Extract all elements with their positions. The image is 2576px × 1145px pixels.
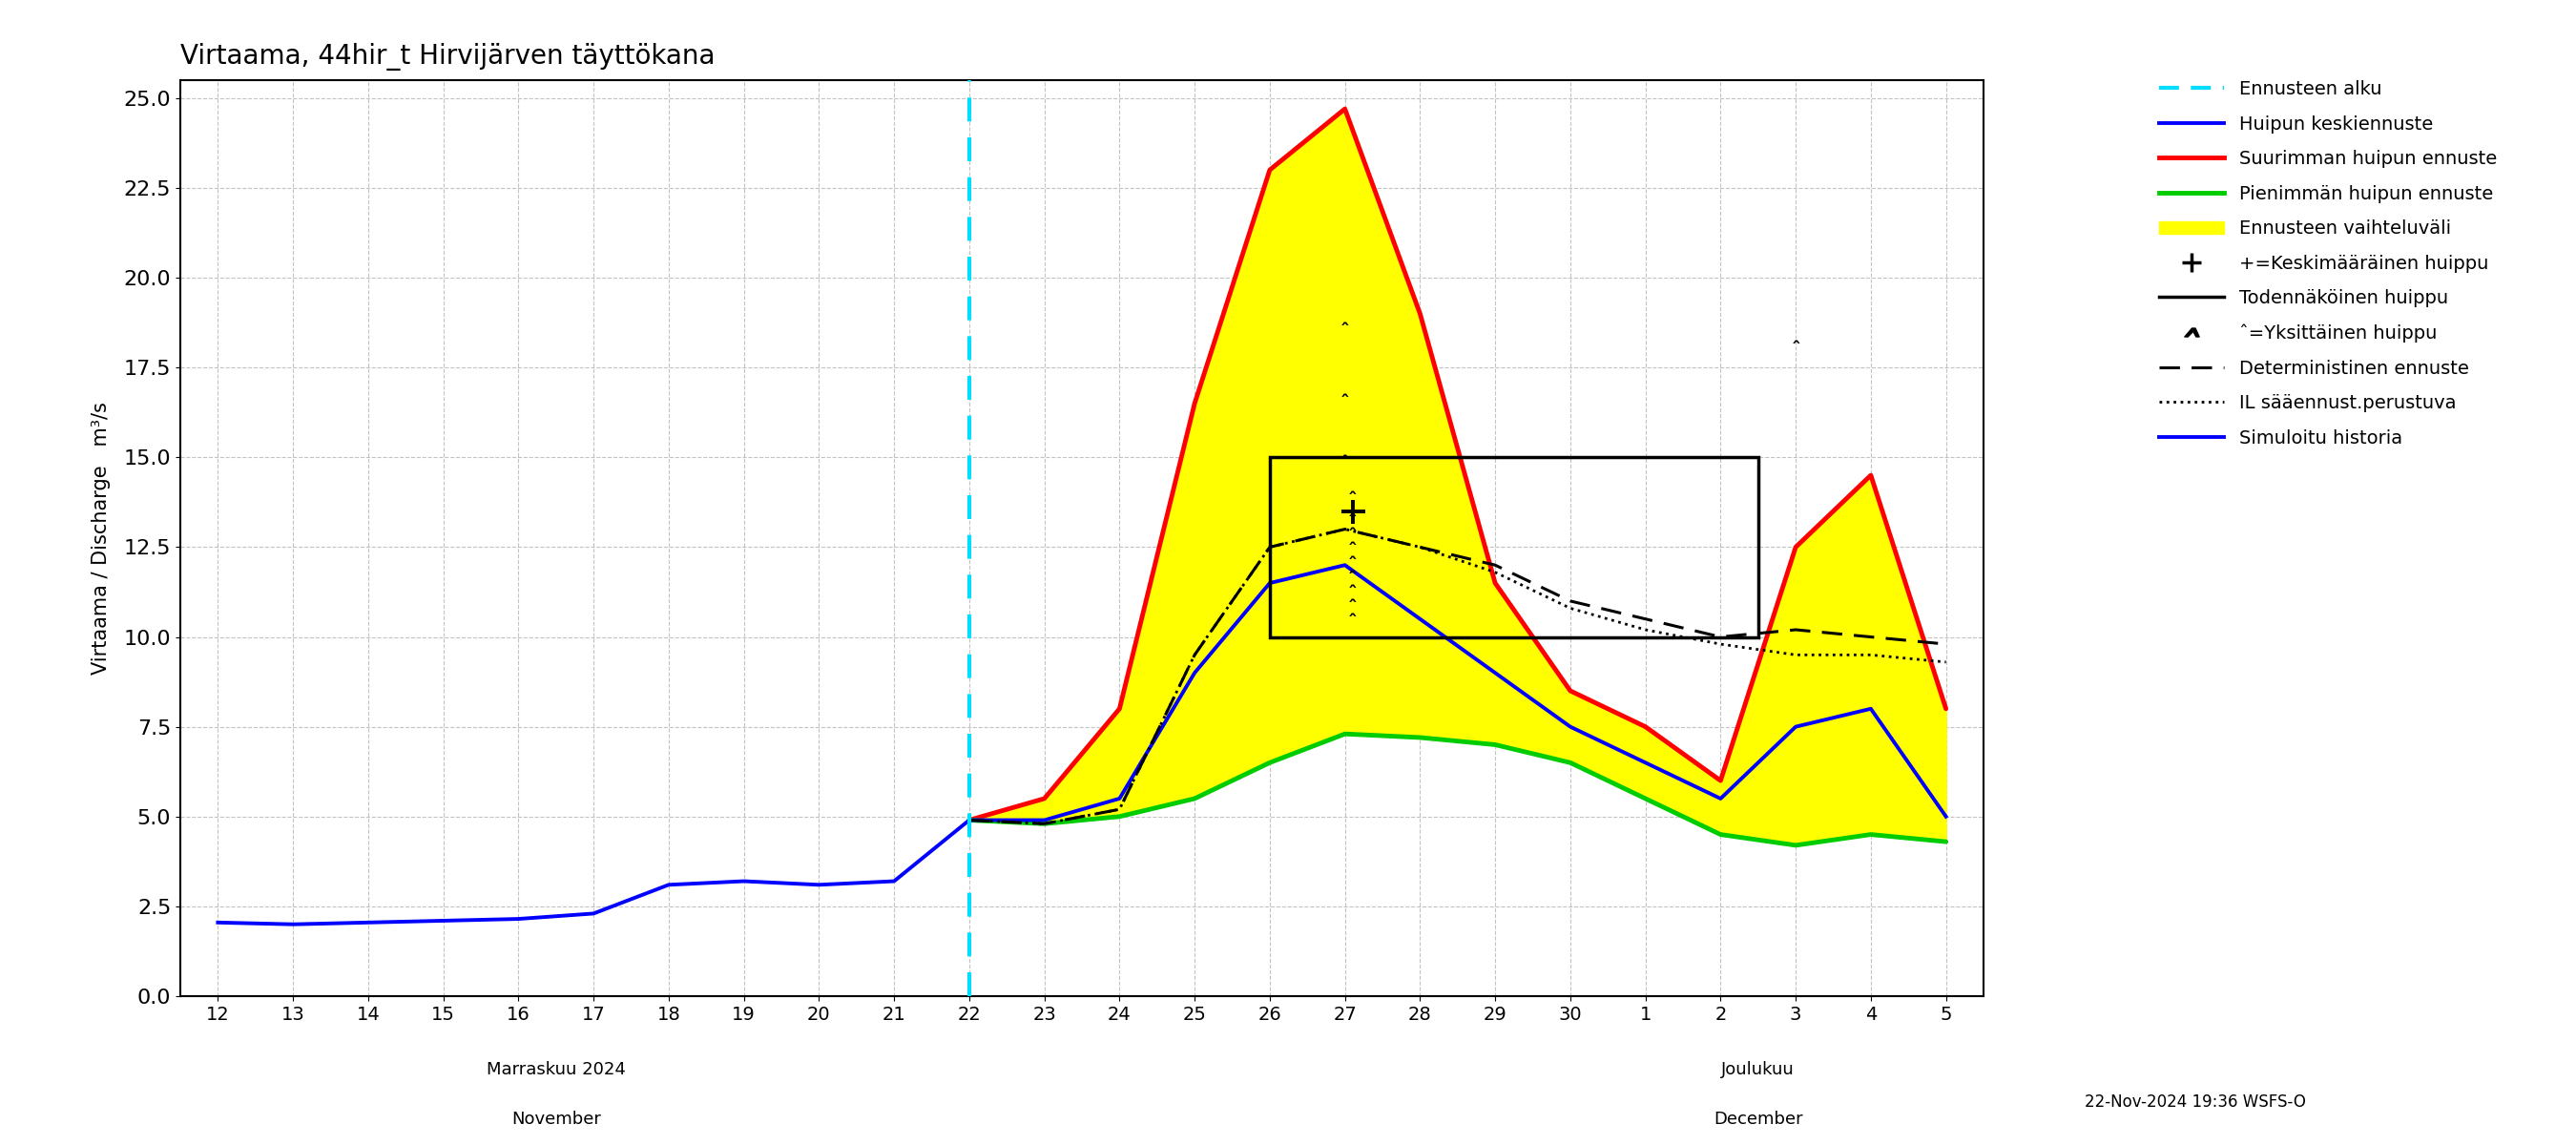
- Text: ˆ: ˆ: [1347, 513, 1358, 531]
- Text: December: December: [1713, 1111, 1803, 1128]
- Y-axis label: Virtaama / Discharge   m³/s: Virtaama / Discharge m³/s: [90, 402, 111, 674]
- Text: ˆ: ˆ: [1347, 542, 1358, 560]
- Text: ˆ: ˆ: [1347, 570, 1358, 589]
- Legend: Ennusteen alku, Huipun keskiennuste, Suurimman huipun ennuste, Pienimmän huipun : Ennusteen alku, Huipun keskiennuste, Suu…: [2151, 71, 2506, 457]
- Text: ˆ: ˆ: [1347, 491, 1358, 510]
- Text: Virtaama, 44hir_t Hirvijärven täyttökana: Virtaama, 44hir_t Hirvijärven täyttökana: [180, 44, 716, 71]
- Text: ˆ: ˆ: [1347, 585, 1358, 603]
- Text: ˆ: ˆ: [1347, 599, 1358, 617]
- Text: ˆ: ˆ: [1347, 556, 1358, 574]
- Text: Joulukuu: Joulukuu: [1721, 1060, 1795, 1077]
- Text: ˆ: ˆ: [1340, 323, 1350, 341]
- Text: ˆ: ˆ: [1340, 456, 1350, 474]
- Text: Marraskuu 2024: Marraskuu 2024: [487, 1060, 626, 1077]
- Text: ˆ: ˆ: [1790, 340, 1801, 358]
- Bar: [1270, 457, 1757, 637]
- Text: ˆ: ˆ: [1347, 614, 1358, 632]
- Text: November: November: [510, 1111, 600, 1128]
- Text: 22-Nov-2024 19:36 WSFS-O: 22-Nov-2024 19:36 WSFS-O: [2084, 1093, 2306, 1111]
- Text: ˆ: ˆ: [1347, 528, 1358, 545]
- Text: ˆ: ˆ: [1340, 394, 1350, 412]
